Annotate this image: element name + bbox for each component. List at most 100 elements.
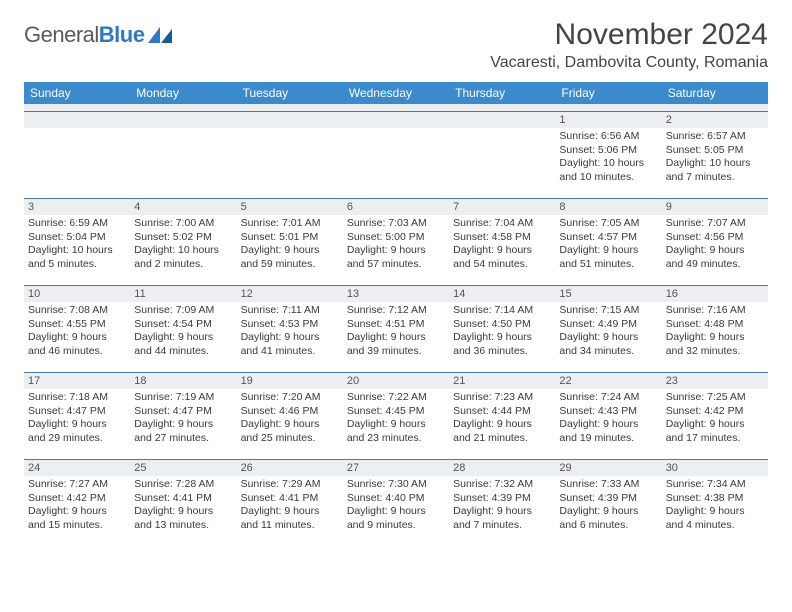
sunrise-text: Sunrise: 7:20 AM xyxy=(241,391,339,405)
day-number: 8 xyxy=(555,199,661,215)
sunset-text: Sunset: 5:04 PM xyxy=(28,231,126,245)
day-number xyxy=(237,112,343,128)
day-number: 26 xyxy=(237,460,343,476)
sunset-text: Sunset: 4:39 PM xyxy=(559,492,657,506)
daylight-text: Daylight: 9 hours and 13 minutes. xyxy=(134,505,232,532)
sunrise-text: Sunrise: 6:57 AM xyxy=(666,130,764,144)
day-number: 23 xyxy=(662,373,768,389)
sunrise-text: Sunrise: 7:32 AM xyxy=(453,478,551,492)
logo-sail-icon xyxy=(148,27,172,43)
sunrise-text: Sunrise: 6:59 AM xyxy=(28,217,126,231)
sunset-text: Sunset: 4:53 PM xyxy=(241,318,339,332)
sunset-text: Sunset: 4:45 PM xyxy=(347,405,445,419)
day-number: 28 xyxy=(449,460,555,476)
day-number: 1 xyxy=(555,112,661,128)
sunrise-text: Sunrise: 7:28 AM xyxy=(134,478,232,492)
day-number: 19 xyxy=(237,373,343,389)
day-number: 15 xyxy=(555,286,661,302)
sunrise-text: Sunrise: 7:18 AM xyxy=(28,391,126,405)
sunrise-text: Sunrise: 7:14 AM xyxy=(453,304,551,318)
day-number: 17 xyxy=(24,373,130,389)
weeks-container: 1Sunrise: 6:56 AMSunset: 5:06 PMDaylight… xyxy=(24,112,768,546)
sunset-text: Sunset: 4:49 PM xyxy=(559,318,657,332)
day-cell: 14Sunrise: 7:14 AMSunset: 4:50 PMDayligh… xyxy=(449,286,555,372)
sunset-text: Sunset: 4:56 PM xyxy=(666,231,764,245)
daylight-text: Daylight: 9 hours and 59 minutes. xyxy=(241,244,339,271)
daylight-text: Daylight: 9 hours and 32 minutes. xyxy=(666,331,764,358)
sunrise-text: Sunrise: 7:30 AM xyxy=(347,478,445,492)
day-number: 9 xyxy=(662,199,768,215)
sunset-text: Sunset: 4:39 PM xyxy=(453,492,551,506)
sunset-text: Sunset: 4:48 PM xyxy=(666,318,764,332)
sunrise-text: Sunrise: 7:22 AM xyxy=(347,391,445,405)
day-cell: 9 Sunrise: 7:07 AMSunset: 4:56 PMDaylight… xyxy=(662,199,768,285)
day-cell: 1Sunrise: 6:56 AMSunset: 5:06 PMDaylight… xyxy=(555,112,661,198)
daylight-text: Daylight: 9 hours and 29 minutes. xyxy=(28,418,126,445)
day-number: 16 xyxy=(662,286,768,302)
week-row: 24Sunrise: 7:27 AMSunset: 4:42 PMDayligh… xyxy=(24,460,768,546)
daylight-text: Daylight: 9 hours and 25 minutes. xyxy=(241,418,339,445)
sunset-text: Sunset: 4:43 PM xyxy=(559,405,657,419)
sunrise-text: Sunrise: 7:29 AM xyxy=(241,478,339,492)
sunrise-text: Sunrise: 7:00 AM xyxy=(134,217,232,231)
day-number: 22 xyxy=(555,373,661,389)
weekday-header: Tuesday xyxy=(237,82,343,104)
day-number: 10 xyxy=(24,286,130,302)
sunrise-text: Sunrise: 7:04 AM xyxy=(453,217,551,231)
day-number: 24 xyxy=(24,460,130,476)
daylight-text: Daylight: 9 hours and 46 minutes. xyxy=(28,331,126,358)
sunrise-text: Sunrise: 7:07 AM xyxy=(666,217,764,231)
page-title: November 2024 xyxy=(490,18,768,52)
daylight-text: Daylight: 9 hours and 6 minutes. xyxy=(559,505,657,532)
day-cell xyxy=(343,112,449,198)
daylight-text: Daylight: 9 hours and 57 minutes. xyxy=(347,244,445,271)
sunrise-text: Sunrise: 7:01 AM xyxy=(241,217,339,231)
sunset-text: Sunset: 5:02 PM xyxy=(134,231,232,245)
daylight-text: Daylight: 9 hours and 49 minutes. xyxy=(666,244,764,271)
sunset-text: Sunset: 4:41 PM xyxy=(134,492,232,506)
weekday-header: Wednesday xyxy=(343,82,449,104)
day-cell: 26Sunrise: 7:29 AMSunset: 4:41 PMDayligh… xyxy=(237,460,343,546)
day-number: 27 xyxy=(343,460,449,476)
day-number: 7 xyxy=(449,199,555,215)
day-number xyxy=(449,112,555,128)
daylight-text: Daylight: 9 hours and 39 minutes. xyxy=(347,331,445,358)
sunset-text: Sunset: 4:47 PM xyxy=(28,405,126,419)
daylight-text: Daylight: 9 hours and 15 minutes. xyxy=(28,505,126,532)
day-cell: 18Sunrise: 7:19 AMSunset: 4:47 PMDayligh… xyxy=(130,373,236,459)
sunrise-text: Sunrise: 7:08 AM xyxy=(28,304,126,318)
daylight-text: Daylight: 9 hours and 17 minutes. xyxy=(666,418,764,445)
day-cell: 24Sunrise: 7:27 AMSunset: 4:42 PMDayligh… xyxy=(24,460,130,546)
day-cell: 15Sunrise: 7:15 AMSunset: 4:49 PMDayligh… xyxy=(555,286,661,372)
day-cell: 19Sunrise: 7:20 AMSunset: 4:46 PMDayligh… xyxy=(237,373,343,459)
day-cell: 7Sunrise: 7:04 AMSunset: 4:58 PMDaylight… xyxy=(449,199,555,285)
day-cell: 5Sunrise: 7:01 AMSunset: 5:01 PMDaylight… xyxy=(237,199,343,285)
sunrise-text: Sunrise: 7:23 AM xyxy=(453,391,551,405)
day-cell: 6Sunrise: 7:03 AMSunset: 5:00 PMDaylight… xyxy=(343,199,449,285)
daylight-text: Daylight: 9 hours and 41 minutes. xyxy=(241,331,339,358)
day-cell: 11Sunrise: 7:09 AMSunset: 4:54 PMDayligh… xyxy=(130,286,236,372)
day-number: 20 xyxy=(343,373,449,389)
day-cell: 13Sunrise: 7:12 AMSunset: 4:51 PMDayligh… xyxy=(343,286,449,372)
day-number: 30 xyxy=(662,460,768,476)
week-row: 3 Sunrise: 6:59 AMSunset: 5:04 PM Daylight… xyxy=(24,199,768,286)
sunrise-text: Sunrise: 7:16 AM xyxy=(666,304,764,318)
week-row: 17Sunrise: 7:18 AMSunset: 4:47 PMDayligh… xyxy=(24,373,768,460)
title-block: November 2024 Vacaresti, Dambovita Count… xyxy=(490,18,768,72)
day-cell: 10Sunrise: 7:08 AMSunset: 4:55 PMDayligh… xyxy=(24,286,130,372)
sunrise-text: Sunrise: 7:24 AM xyxy=(559,391,657,405)
day-number: 25 xyxy=(130,460,236,476)
daylight-text: Daylight: 10 hours and 10 minutes. xyxy=(559,157,657,184)
day-number: 4 xyxy=(130,199,236,215)
day-cell: 2Sunrise: 6:57 AMSunset: 5:05 PMDaylight… xyxy=(662,112,768,198)
sunset-text: Sunset: 5:01 PM xyxy=(241,231,339,245)
logo: GeneralBlue xyxy=(24,18,172,48)
weekday-header: Saturday xyxy=(662,82,768,104)
sunrise-text: Sunrise: 7:33 AM xyxy=(559,478,657,492)
day-number xyxy=(130,112,236,128)
sunset-text: Sunset: 5:06 PM xyxy=(559,144,657,158)
day-number: 3 xyxy=(24,199,130,215)
daylight-text: Daylight: 9 hours and 27 minutes. xyxy=(134,418,232,445)
location-subtitle: Vacaresti, Dambovita County, Romania xyxy=(490,54,768,72)
daylight-text: Daylight: 9 hours and 23 minutes. xyxy=(347,418,445,445)
